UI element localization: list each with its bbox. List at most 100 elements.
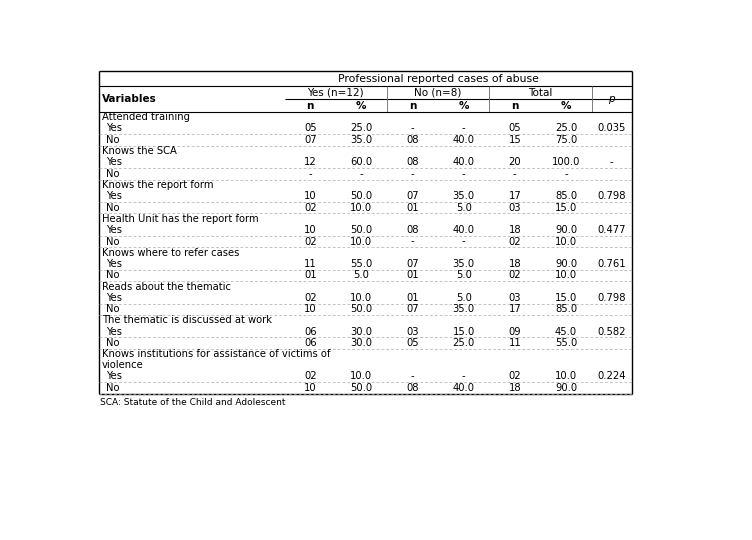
Text: Health Unit has the report form: Health Unit has the report form — [102, 214, 259, 224]
Text: Yes: Yes — [106, 157, 123, 167]
Text: 10.0: 10.0 — [350, 372, 372, 381]
Text: -: - — [462, 169, 465, 179]
Text: 02: 02 — [304, 237, 317, 247]
Text: Knows where to refer cases: Knows where to refer cases — [102, 248, 239, 258]
Text: n: n — [307, 100, 314, 111]
Text: 03: 03 — [508, 293, 521, 303]
Text: No: No — [106, 304, 120, 314]
Text: 25.0: 25.0 — [350, 123, 372, 133]
Text: 07: 07 — [406, 191, 419, 201]
Text: 17: 17 — [508, 304, 521, 314]
Text: 08: 08 — [406, 225, 419, 235]
Text: %: % — [356, 100, 367, 111]
Text: -: - — [513, 169, 517, 179]
Text: 25.0: 25.0 — [453, 338, 475, 348]
Text: 85.0: 85.0 — [555, 304, 577, 314]
Text: -: - — [411, 169, 414, 179]
Text: p: p — [608, 94, 615, 104]
Text: 01: 01 — [406, 271, 419, 280]
Text: 35.0: 35.0 — [350, 135, 372, 145]
Text: 40.0: 40.0 — [453, 157, 475, 167]
Text: 0.798: 0.798 — [597, 191, 626, 201]
Text: -: - — [462, 123, 465, 133]
Text: 15.0: 15.0 — [453, 327, 475, 336]
Text: Yes (n=12): Yes (n=12) — [308, 88, 364, 98]
Text: 10.0: 10.0 — [350, 237, 372, 247]
Text: Knows the SCA: Knows the SCA — [102, 146, 177, 156]
Text: -: - — [610, 157, 614, 167]
Text: 02: 02 — [508, 372, 521, 381]
Text: 20: 20 — [508, 157, 521, 167]
Text: No: No — [106, 202, 120, 213]
Text: violence: violence — [102, 360, 144, 370]
Text: 30.0: 30.0 — [350, 338, 372, 348]
Text: 0.477: 0.477 — [597, 225, 626, 235]
Text: 0.761: 0.761 — [597, 259, 626, 269]
Text: 02: 02 — [304, 293, 317, 303]
Text: 45.0: 45.0 — [555, 327, 577, 336]
Text: 85.0: 85.0 — [555, 191, 577, 201]
Text: 02: 02 — [508, 237, 521, 247]
Text: 11: 11 — [508, 338, 521, 348]
Text: -: - — [411, 237, 414, 247]
Text: 15.0: 15.0 — [555, 202, 577, 213]
Text: 12: 12 — [304, 157, 317, 167]
Text: 50.0: 50.0 — [350, 225, 372, 235]
Text: -: - — [359, 169, 363, 179]
Text: No: No — [106, 271, 120, 280]
Text: 02: 02 — [304, 202, 317, 213]
Text: Attended training: Attended training — [102, 112, 190, 122]
Text: 10.0: 10.0 — [555, 237, 577, 247]
Text: 10: 10 — [304, 383, 317, 393]
Text: Knows the report form: Knows the report form — [102, 180, 214, 190]
Text: SCA: Statute of the Child and Adolescent: SCA: Statute of the Child and Adolescent — [100, 399, 286, 407]
Text: 17: 17 — [508, 191, 521, 201]
Text: The thematic is discussed at work: The thematic is discussed at work — [102, 315, 271, 326]
Text: 55.0: 55.0 — [555, 338, 577, 348]
Text: 10: 10 — [304, 191, 317, 201]
Text: 0.798: 0.798 — [597, 293, 626, 303]
Text: 06: 06 — [304, 327, 317, 336]
Text: 40.0: 40.0 — [453, 135, 475, 145]
Text: No (n=8): No (n=8) — [414, 88, 462, 98]
Text: 40.0: 40.0 — [453, 225, 475, 235]
Text: 40.0: 40.0 — [453, 383, 475, 393]
Text: 08: 08 — [406, 157, 419, 167]
Text: -: - — [308, 169, 312, 179]
Text: No: No — [106, 169, 120, 179]
Text: No: No — [106, 135, 120, 145]
Text: 100.0: 100.0 — [552, 157, 580, 167]
Text: 01: 01 — [406, 293, 419, 303]
Text: 50.0: 50.0 — [350, 383, 372, 393]
Text: 5.0: 5.0 — [456, 202, 472, 213]
Text: 10.0: 10.0 — [555, 271, 577, 280]
Text: 90.0: 90.0 — [555, 383, 577, 393]
Text: Yes: Yes — [106, 123, 123, 133]
Text: Knows institutions for assistance of victims of: Knows institutions for assistance of vic… — [102, 349, 330, 359]
Text: 25.0: 25.0 — [555, 123, 577, 133]
Text: 03: 03 — [406, 327, 419, 336]
Text: 15: 15 — [508, 135, 521, 145]
Text: Yes: Yes — [106, 225, 123, 235]
Text: Professional reported cases of abuse: Professional reported cases of abuse — [338, 73, 538, 84]
Text: Variables: Variables — [102, 94, 156, 104]
Text: 10: 10 — [304, 225, 317, 235]
Text: 0.035: 0.035 — [598, 123, 626, 133]
Text: 5.0: 5.0 — [456, 293, 472, 303]
Text: %: % — [561, 100, 572, 111]
Text: 75.0: 75.0 — [555, 135, 577, 145]
Text: 01: 01 — [304, 271, 317, 280]
Text: 5.0: 5.0 — [456, 271, 472, 280]
Text: No: No — [106, 338, 120, 348]
Text: 07: 07 — [406, 259, 419, 269]
Text: Reads about the thematic: Reads about the thematic — [102, 281, 231, 292]
Text: 10: 10 — [304, 304, 317, 314]
Text: Yes: Yes — [106, 191, 123, 201]
Text: -: - — [462, 237, 465, 247]
Text: No: No — [106, 383, 120, 393]
Text: n: n — [511, 100, 519, 111]
Text: 50.0: 50.0 — [350, 191, 372, 201]
Text: 08: 08 — [406, 383, 419, 393]
Text: -: - — [564, 169, 568, 179]
Text: 02: 02 — [304, 372, 317, 381]
